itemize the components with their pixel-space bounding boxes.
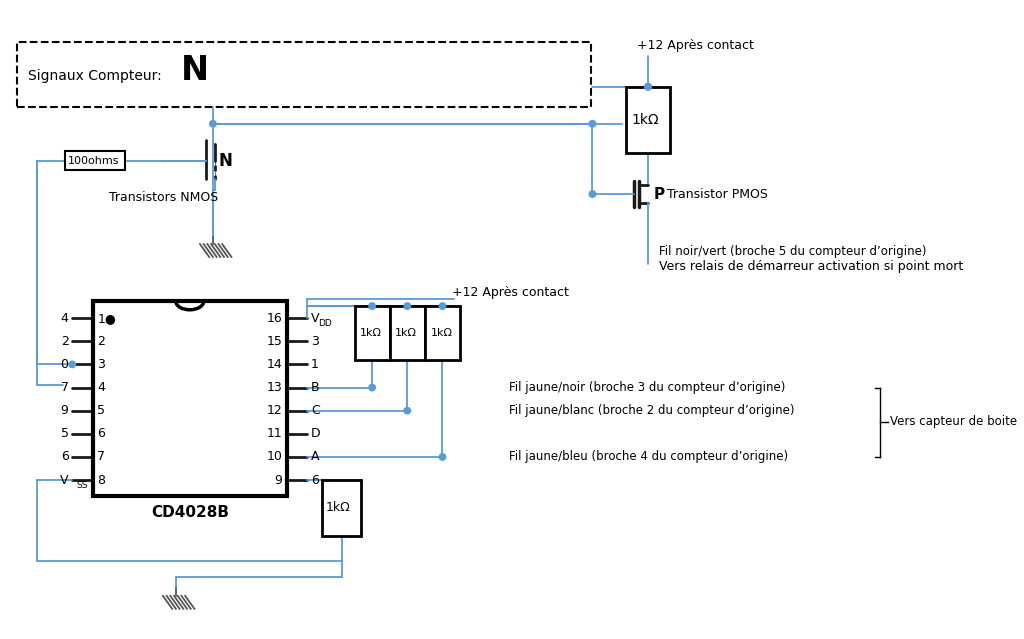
- Circle shape: [369, 384, 376, 391]
- Bar: [323, 480, 361, 535]
- Text: 2: 2: [97, 335, 105, 348]
- Text: 13: 13: [266, 381, 283, 394]
- Text: 15: 15: [266, 335, 283, 348]
- Text: CD4028B: CD4028B: [151, 505, 228, 520]
- Circle shape: [645, 84, 651, 90]
- Text: N: N: [218, 151, 232, 170]
- Text: 1kΩ: 1kΩ: [360, 328, 382, 338]
- Text: 16: 16: [266, 312, 283, 325]
- Text: 6: 6: [311, 473, 318, 487]
- Text: 6: 6: [60, 450, 69, 463]
- Text: 14: 14: [266, 358, 283, 371]
- Text: Transistor PMOS: Transistor PMOS: [667, 188, 767, 201]
- Circle shape: [404, 408, 411, 414]
- Text: 1●: 1●: [97, 312, 116, 325]
- Text: 1kΩ: 1kΩ: [430, 328, 453, 338]
- Text: 9: 9: [60, 404, 69, 417]
- Circle shape: [589, 121, 596, 127]
- Text: 12: 12: [266, 404, 283, 417]
- Circle shape: [645, 84, 651, 90]
- Text: Fil jaune/blanc (broche 2 du compteur d’origine): Fil jaune/blanc (broche 2 du compteur d’…: [509, 404, 795, 417]
- Text: DD: DD: [318, 319, 332, 328]
- Text: 1kΩ: 1kΩ: [632, 113, 659, 127]
- Circle shape: [439, 454, 445, 460]
- Text: 7: 7: [97, 450, 105, 463]
- Circle shape: [589, 191, 596, 197]
- Text: 11: 11: [266, 427, 283, 440]
- Text: SS: SS: [76, 481, 87, 490]
- Bar: [425, 306, 460, 360]
- Text: 3: 3: [97, 358, 105, 371]
- Text: D: D: [311, 427, 321, 440]
- Text: P: P: [653, 187, 665, 201]
- Text: Fil jaune/bleu (broche 4 du compteur d’origine): Fil jaune/bleu (broche 4 du compteur d’o…: [509, 450, 788, 463]
- Text: 9: 9: [274, 473, 283, 487]
- Bar: [16, 42, 591, 107]
- Circle shape: [69, 361, 76, 367]
- Text: V: V: [311, 312, 319, 325]
- Text: A: A: [311, 450, 319, 463]
- Text: Vers capteur de boite: Vers capteur de boite: [890, 415, 1017, 428]
- Text: 1kΩ: 1kΩ: [326, 502, 350, 514]
- Circle shape: [404, 303, 411, 309]
- Text: Transistors NMOS: Transistors NMOS: [110, 191, 218, 204]
- Text: Fil jaune/noir (broche 3 du compteur d’origine): Fil jaune/noir (broche 3 du compteur d’o…: [509, 381, 785, 394]
- Bar: [354, 306, 390, 360]
- Text: V: V: [60, 473, 69, 487]
- Text: N: N: [180, 54, 209, 86]
- Text: 7: 7: [60, 381, 69, 394]
- Bar: [65, 151, 125, 170]
- Text: +12 Après contact: +12 Après contact: [452, 286, 568, 298]
- Text: 1: 1: [311, 358, 318, 371]
- Circle shape: [210, 121, 216, 127]
- Text: 5: 5: [60, 427, 69, 440]
- Text: Fil noir/vert (broche 5 du compteur d’origine): Fil noir/vert (broche 5 du compteur d’or…: [659, 245, 927, 258]
- Text: 3: 3: [311, 335, 318, 348]
- Text: 0: 0: [60, 358, 69, 371]
- Text: 6: 6: [97, 427, 105, 440]
- Circle shape: [369, 303, 376, 309]
- Text: 8: 8: [97, 473, 105, 487]
- Text: 4: 4: [97, 381, 105, 394]
- Text: 100ohms: 100ohms: [68, 156, 119, 166]
- Text: C: C: [311, 404, 319, 417]
- Text: 2: 2: [60, 335, 69, 348]
- Text: Vers relais de démarreur activation si point mort: Vers relais de démarreur activation si p…: [659, 260, 964, 273]
- Text: 1kΩ: 1kΩ: [395, 328, 418, 338]
- Text: +12 Après contact: +12 Après contact: [637, 40, 754, 52]
- Bar: [626, 87, 671, 153]
- Circle shape: [439, 303, 445, 309]
- Text: Signaux Compteur:: Signaux Compteur:: [28, 68, 162, 82]
- Text: 5: 5: [97, 404, 105, 417]
- Text: 10: 10: [266, 450, 283, 463]
- Text: B: B: [311, 381, 319, 394]
- Bar: [92, 302, 287, 496]
- Text: 4: 4: [60, 312, 69, 325]
- Bar: [390, 306, 425, 360]
